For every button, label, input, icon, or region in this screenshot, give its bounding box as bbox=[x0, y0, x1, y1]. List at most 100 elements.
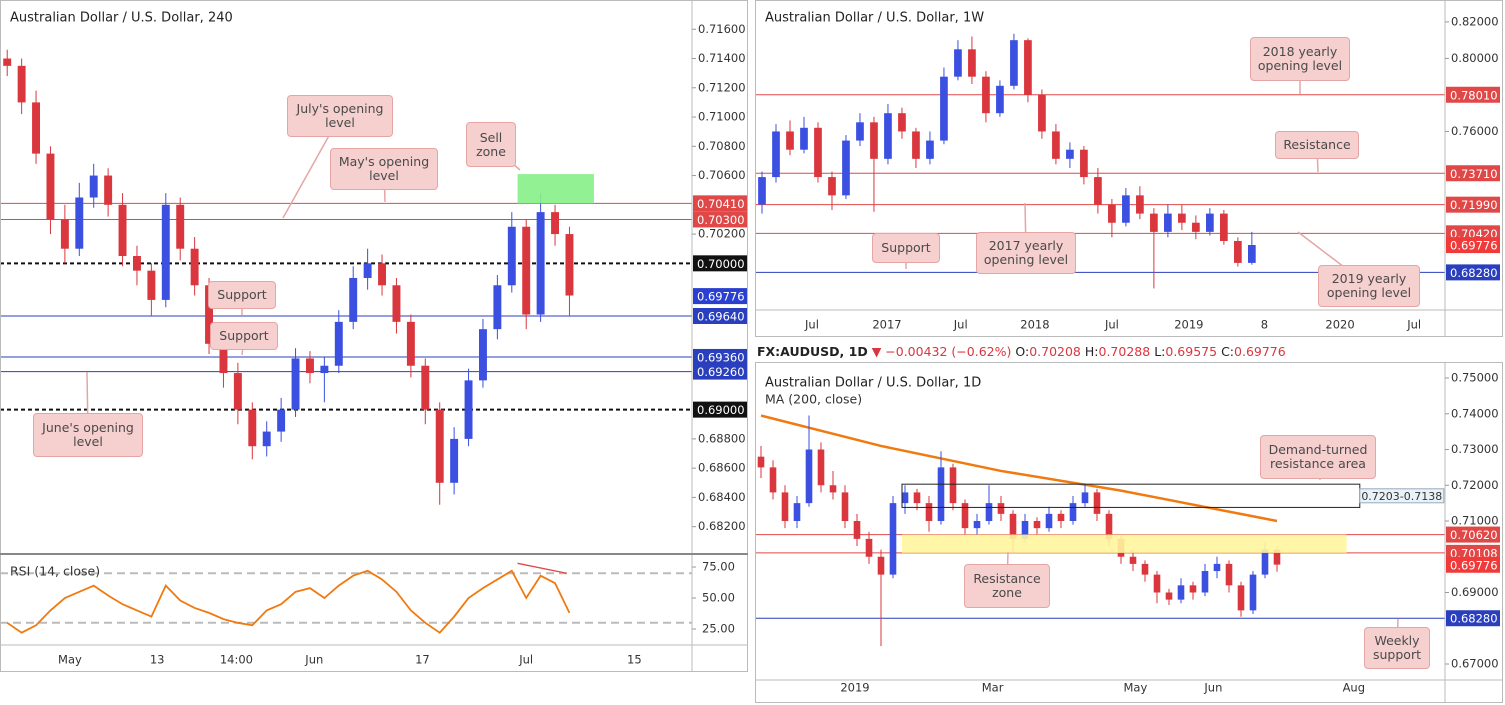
candle-body bbox=[884, 113, 892, 159]
x-tick-label: Jul bbox=[804, 318, 819, 332]
annotation: Support bbox=[208, 281, 276, 309]
candle-body bbox=[829, 485, 837, 493]
candle-body bbox=[378, 263, 387, 286]
candle-body bbox=[334, 321, 343, 366]
candle-body bbox=[1192, 222, 1200, 232]
y-tick-label: 0.68800 bbox=[698, 431, 746, 445]
price-tag bbox=[693, 211, 747, 228]
rsi-tick-label: 50.00 bbox=[702, 591, 735, 605]
candle-body bbox=[1165, 592, 1173, 600]
ohlc-key: L: bbox=[1154, 344, 1166, 359]
price-tag-label: 0.69776 bbox=[697, 290, 745, 304]
candle-body bbox=[772, 131, 780, 178]
zone bbox=[902, 534, 1347, 553]
ohlc-key: O: bbox=[1015, 344, 1030, 359]
candle-body bbox=[1045, 513, 1053, 529]
candle-body bbox=[913, 492, 921, 504]
price-tag-label: 0.70300 bbox=[697, 213, 745, 227]
plot bbox=[0, 49, 692, 505]
candle-body bbox=[464, 380, 473, 439]
y-tick-label: 0.71000 bbox=[1451, 513, 1499, 527]
candle-body bbox=[877, 556, 885, 575]
candle-body bbox=[147, 270, 156, 300]
candle-body bbox=[3, 58, 12, 66]
price-tag bbox=[1446, 165, 1500, 182]
candle-body bbox=[1237, 585, 1245, 611]
price-tag bbox=[1446, 526, 1500, 543]
candle-body bbox=[1033, 520, 1041, 529]
y-tick-label: 0.71200 bbox=[698, 80, 746, 94]
candle-body bbox=[996, 85, 1004, 114]
candle-body bbox=[1093, 492, 1101, 514]
candle-body bbox=[435, 409, 444, 483]
y-tick-label: 0.69000 bbox=[1451, 585, 1499, 599]
x-tick-label: Jun bbox=[1203, 681, 1222, 695]
candle-body bbox=[277, 409, 286, 432]
moving-average bbox=[760, 414, 1278, 523]
x-tick-label: 2020 bbox=[1325, 318, 1354, 332]
y-tick-label: 0.70200 bbox=[698, 227, 746, 241]
annotation: Weekly support bbox=[1364, 627, 1430, 669]
candle-body bbox=[349, 277, 358, 322]
x-tick-label: 2019 bbox=[1174, 318, 1203, 332]
price-tag bbox=[693, 348, 747, 365]
candle-body bbox=[786, 131, 794, 150]
y-tick-label: 0.76000 bbox=[1451, 124, 1499, 138]
candle-body bbox=[507, 226, 516, 286]
price-tag bbox=[1446, 86, 1500, 103]
candle-body bbox=[1206, 213, 1214, 232]
candle-body bbox=[982, 76, 990, 114]
candle-body bbox=[1021, 520, 1029, 539]
candle-body bbox=[1052, 131, 1060, 159]
candle-body bbox=[781, 492, 789, 521]
candle-body bbox=[769, 467, 777, 493]
candle-body bbox=[912, 131, 920, 159]
annotation: Demand-turned resistance area bbox=[1260, 435, 1376, 479]
price-tag bbox=[1446, 264, 1500, 281]
y-tick-label: 0.68400 bbox=[698, 490, 746, 504]
candle-body bbox=[1108, 204, 1116, 223]
y-tick-label: 0.71400 bbox=[698, 51, 746, 65]
candle-body bbox=[889, 503, 897, 575]
candle-body bbox=[926, 140, 934, 159]
price-tag-label: 0.69000 bbox=[697, 403, 745, 417]
x-tick-label: Mar bbox=[982, 681, 1004, 695]
candle-body bbox=[262, 431, 271, 447]
candle-body bbox=[551, 212, 560, 235]
candle-body bbox=[406, 321, 415, 366]
y-tick-label: 0.68600 bbox=[698, 461, 746, 475]
candle-body bbox=[940, 76, 948, 141]
candle-body bbox=[1010, 40, 1018, 86]
annotation: July's opening level bbox=[287, 95, 393, 137]
candle-body bbox=[1234, 240, 1242, 263]
ohlc: O:0.70208 H:0.70288 L:0.69575 C:0.69776 bbox=[1015, 344, 1285, 359]
candle-body bbox=[536, 212, 545, 315]
annotation: 2017 yearly opening level bbox=[976, 232, 1076, 274]
candle-body bbox=[233, 373, 242, 410]
y-tick-label: 0.73000 bbox=[1451, 442, 1499, 456]
candle-body bbox=[1273, 549, 1281, 565]
candle-body bbox=[17, 65, 26, 103]
price-tag-label: 0.70620 bbox=[1450, 528, 1498, 542]
candle-body bbox=[842, 140, 850, 196]
candle-body bbox=[865, 538, 873, 557]
x-tick-label: 13 bbox=[150, 653, 165, 667]
candle-body bbox=[856, 122, 864, 141]
candle-body bbox=[1038, 94, 1046, 132]
candle-body bbox=[793, 503, 801, 521]
zone bbox=[901, 483, 1361, 508]
annotation: 2019 yearly opening level bbox=[1318, 265, 1420, 307]
candle-body bbox=[1080, 149, 1088, 178]
candle-body bbox=[1066, 149, 1074, 159]
change: ▼ −0.00432 (−0.62%) bbox=[871, 344, 1012, 359]
y-tick-label: 0.70800 bbox=[698, 139, 746, 153]
rsi-tick-label: 25.00 bbox=[702, 622, 735, 636]
price-tag-label: 0.78010 bbox=[1450, 88, 1498, 102]
x-tick-label: Jul bbox=[1406, 318, 1421, 332]
x-tick-label: 17 bbox=[415, 653, 430, 667]
x-tick-label: 14:00 bbox=[220, 653, 253, 667]
candle-body bbox=[853, 520, 861, 539]
candle-body bbox=[949, 467, 957, 504]
